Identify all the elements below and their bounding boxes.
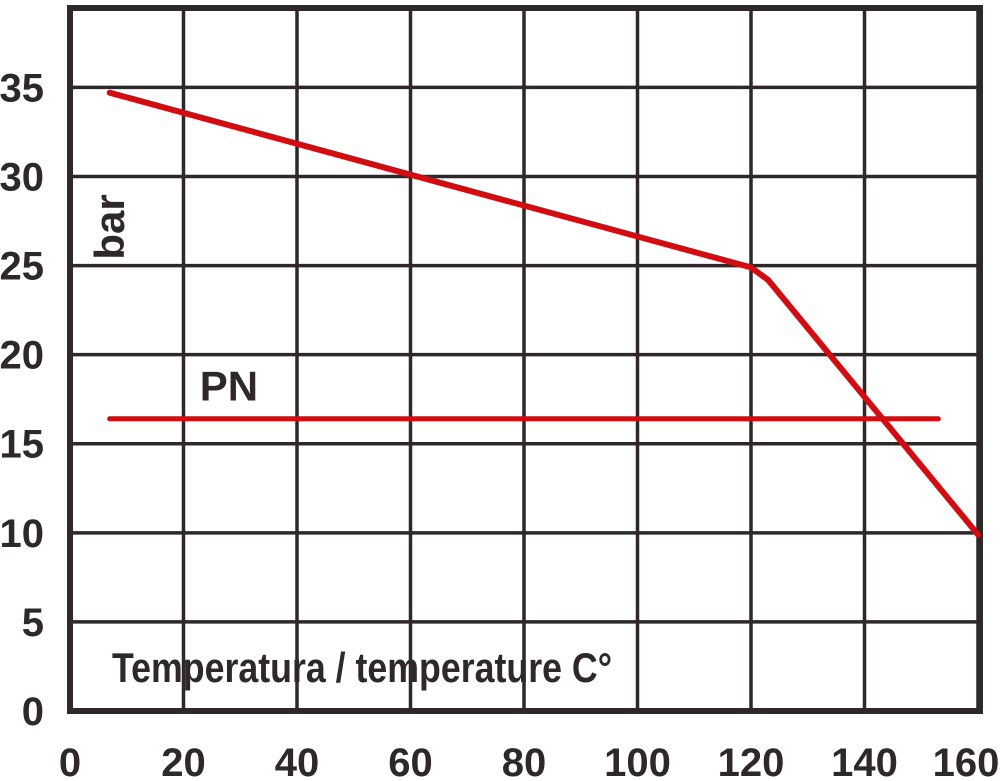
x-tick-label: 80 [502,741,547,781]
y-tick-label: 35 [0,66,44,110]
x-axis-label: Temperatura / temperature C° [112,644,612,691]
y-axis-label: bar [86,194,133,259]
y-tick-label: 25 [0,245,44,289]
x-tick-label: 60 [388,741,433,781]
y-tick-label: 30 [0,155,44,199]
y-tick-label: 10 [0,512,44,556]
y-tick-label: 5 [22,601,44,645]
x-tick-label: 40 [275,741,320,781]
pn-label: PN [200,363,258,410]
x-tick-label: 120 [718,741,785,781]
y-tick-label: 15 [0,423,44,467]
series-line-max-pressure-vs-temperature [106,89,981,538]
x-tick-label: 140 [831,741,898,781]
x-tick-label: 160 [933,741,1000,781]
y-tick-label: 0 [22,690,44,734]
y-tick-label: 20 [0,334,44,378]
x-tick-label: 20 [161,741,206,781]
x-tick-label: 100 [604,741,671,781]
x-tick-label: 0 [59,741,81,781]
